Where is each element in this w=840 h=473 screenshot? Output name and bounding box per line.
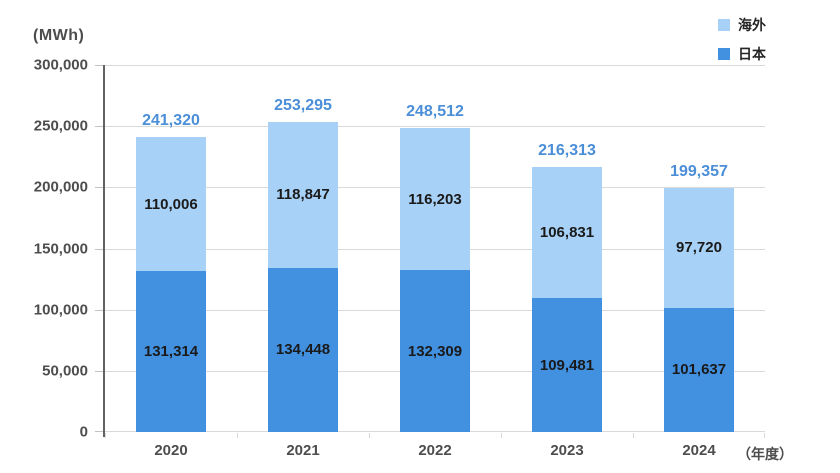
segment-value-label: 101,637 xyxy=(671,361,727,379)
x-axis-tick xyxy=(501,433,502,438)
segment-value-label: 116,203 xyxy=(408,190,462,208)
bar-2020: 131,314 110,006 xyxy=(136,65,206,432)
gridline xyxy=(105,126,765,128)
x-axis-tick-label: 2022 xyxy=(418,442,452,459)
y-axis-tick xyxy=(95,65,103,66)
y-axis-tick-label: 300,000 xyxy=(33,56,88,74)
bar-2023: 109,481 106,831 xyxy=(532,65,602,432)
plot-area: 131,314 110,006 241,320 134,448 118,847 253,2… xyxy=(95,65,765,438)
bar-2021: 134,448 118,847 xyxy=(268,65,338,432)
legend-swatch-日本 xyxy=(718,48,730,60)
y-axis-tick xyxy=(95,431,103,432)
bar-segment-日本: 109,481 xyxy=(532,298,602,432)
segment-value-label: 132,309 xyxy=(407,342,463,360)
y-axis-tick xyxy=(95,187,103,189)
segment-value-label: 106,831 xyxy=(539,224,595,242)
chart-legend: 海外 日本 xyxy=(718,15,766,64)
x-axis-tick-labels: 2020 2021 2022 2023 2024 xyxy=(105,442,765,464)
bar-2024: 101,637 97,720 xyxy=(664,65,734,432)
y-axis-tick xyxy=(95,248,103,250)
x-axis-tick xyxy=(369,433,370,438)
legend-label: 日本 xyxy=(738,46,766,62)
y-axis-tick xyxy=(95,370,103,372)
x-axis-tick-label: 2021 xyxy=(286,442,320,459)
bar-segment-海外: 110,006 xyxy=(136,136,206,272)
bar-segment-海外: 116,203 xyxy=(400,128,470,271)
x-axis-unit-label: （年度） xyxy=(737,446,793,462)
segment-value-label: 109,481 xyxy=(539,356,595,374)
y-axis-line xyxy=(103,65,105,437)
bar-segment-日本: 101,637 xyxy=(664,307,734,432)
bar-segment-日本: 132,309 xyxy=(400,270,470,432)
y-axis-tick-label: 0 xyxy=(79,423,88,441)
x-axis-tick xyxy=(105,433,106,438)
segment-value-label: 110,006 xyxy=(144,195,198,213)
legend-item: 日本 xyxy=(718,44,766,64)
x-axis-tick xyxy=(633,433,634,438)
y-axis-unit-label: (MWh) xyxy=(33,27,85,44)
legend-item: 海外 xyxy=(718,15,766,35)
bar-total-label: 199,357 xyxy=(670,163,728,181)
y-axis-tick-labels: 300,000 250,000 200,000 150,000 100,000 50,00… xyxy=(0,57,88,441)
bar-total-label: 253,295 xyxy=(274,97,332,115)
legend-label: 海外 xyxy=(738,17,766,33)
y-axis-tick xyxy=(95,309,103,311)
x-axis-tick-label: 2023 xyxy=(550,442,584,459)
bar-total-label: 241,320 xyxy=(142,111,200,129)
segment-value-label: 97,720 xyxy=(676,239,722,257)
y-axis-tick-label: 150,000 xyxy=(33,240,88,257)
gridline xyxy=(105,65,765,66)
segment-value-label: 118,847 xyxy=(276,186,330,204)
bar-segment-海外: 106,831 xyxy=(532,167,602,299)
bar-segment-日本: 134,448 xyxy=(268,267,338,432)
x-axis-tick-label: 2020 xyxy=(154,442,188,459)
y-axis-tick-label: 250,000 xyxy=(33,117,88,135)
bar-segment-日本: 131,314 xyxy=(136,271,206,432)
x-axis-tick-label: 2024 xyxy=(682,442,716,459)
bar-2022: 132,309 116,203 xyxy=(400,65,470,432)
legend-swatch-海外 xyxy=(718,19,730,31)
x-axis-tick xyxy=(237,433,238,438)
y-axis-tick-label: 200,000 xyxy=(33,178,88,196)
bar-total-label: 248,512 xyxy=(406,103,464,120)
segment-value-label: 134,448 xyxy=(275,341,331,359)
bar-segment-海外: 97,720 xyxy=(664,188,734,308)
y-axis-tick-label: 50,000 xyxy=(42,362,88,380)
y-axis-tick xyxy=(95,126,103,128)
bar-segment-海外: 118,847 xyxy=(268,122,338,268)
segment-value-label: 131,314 xyxy=(143,343,199,361)
bar-total-label: 216,313 xyxy=(538,142,596,160)
y-axis-tick-label: 100,000 xyxy=(33,301,88,319)
x-axis-tick xyxy=(764,433,765,438)
